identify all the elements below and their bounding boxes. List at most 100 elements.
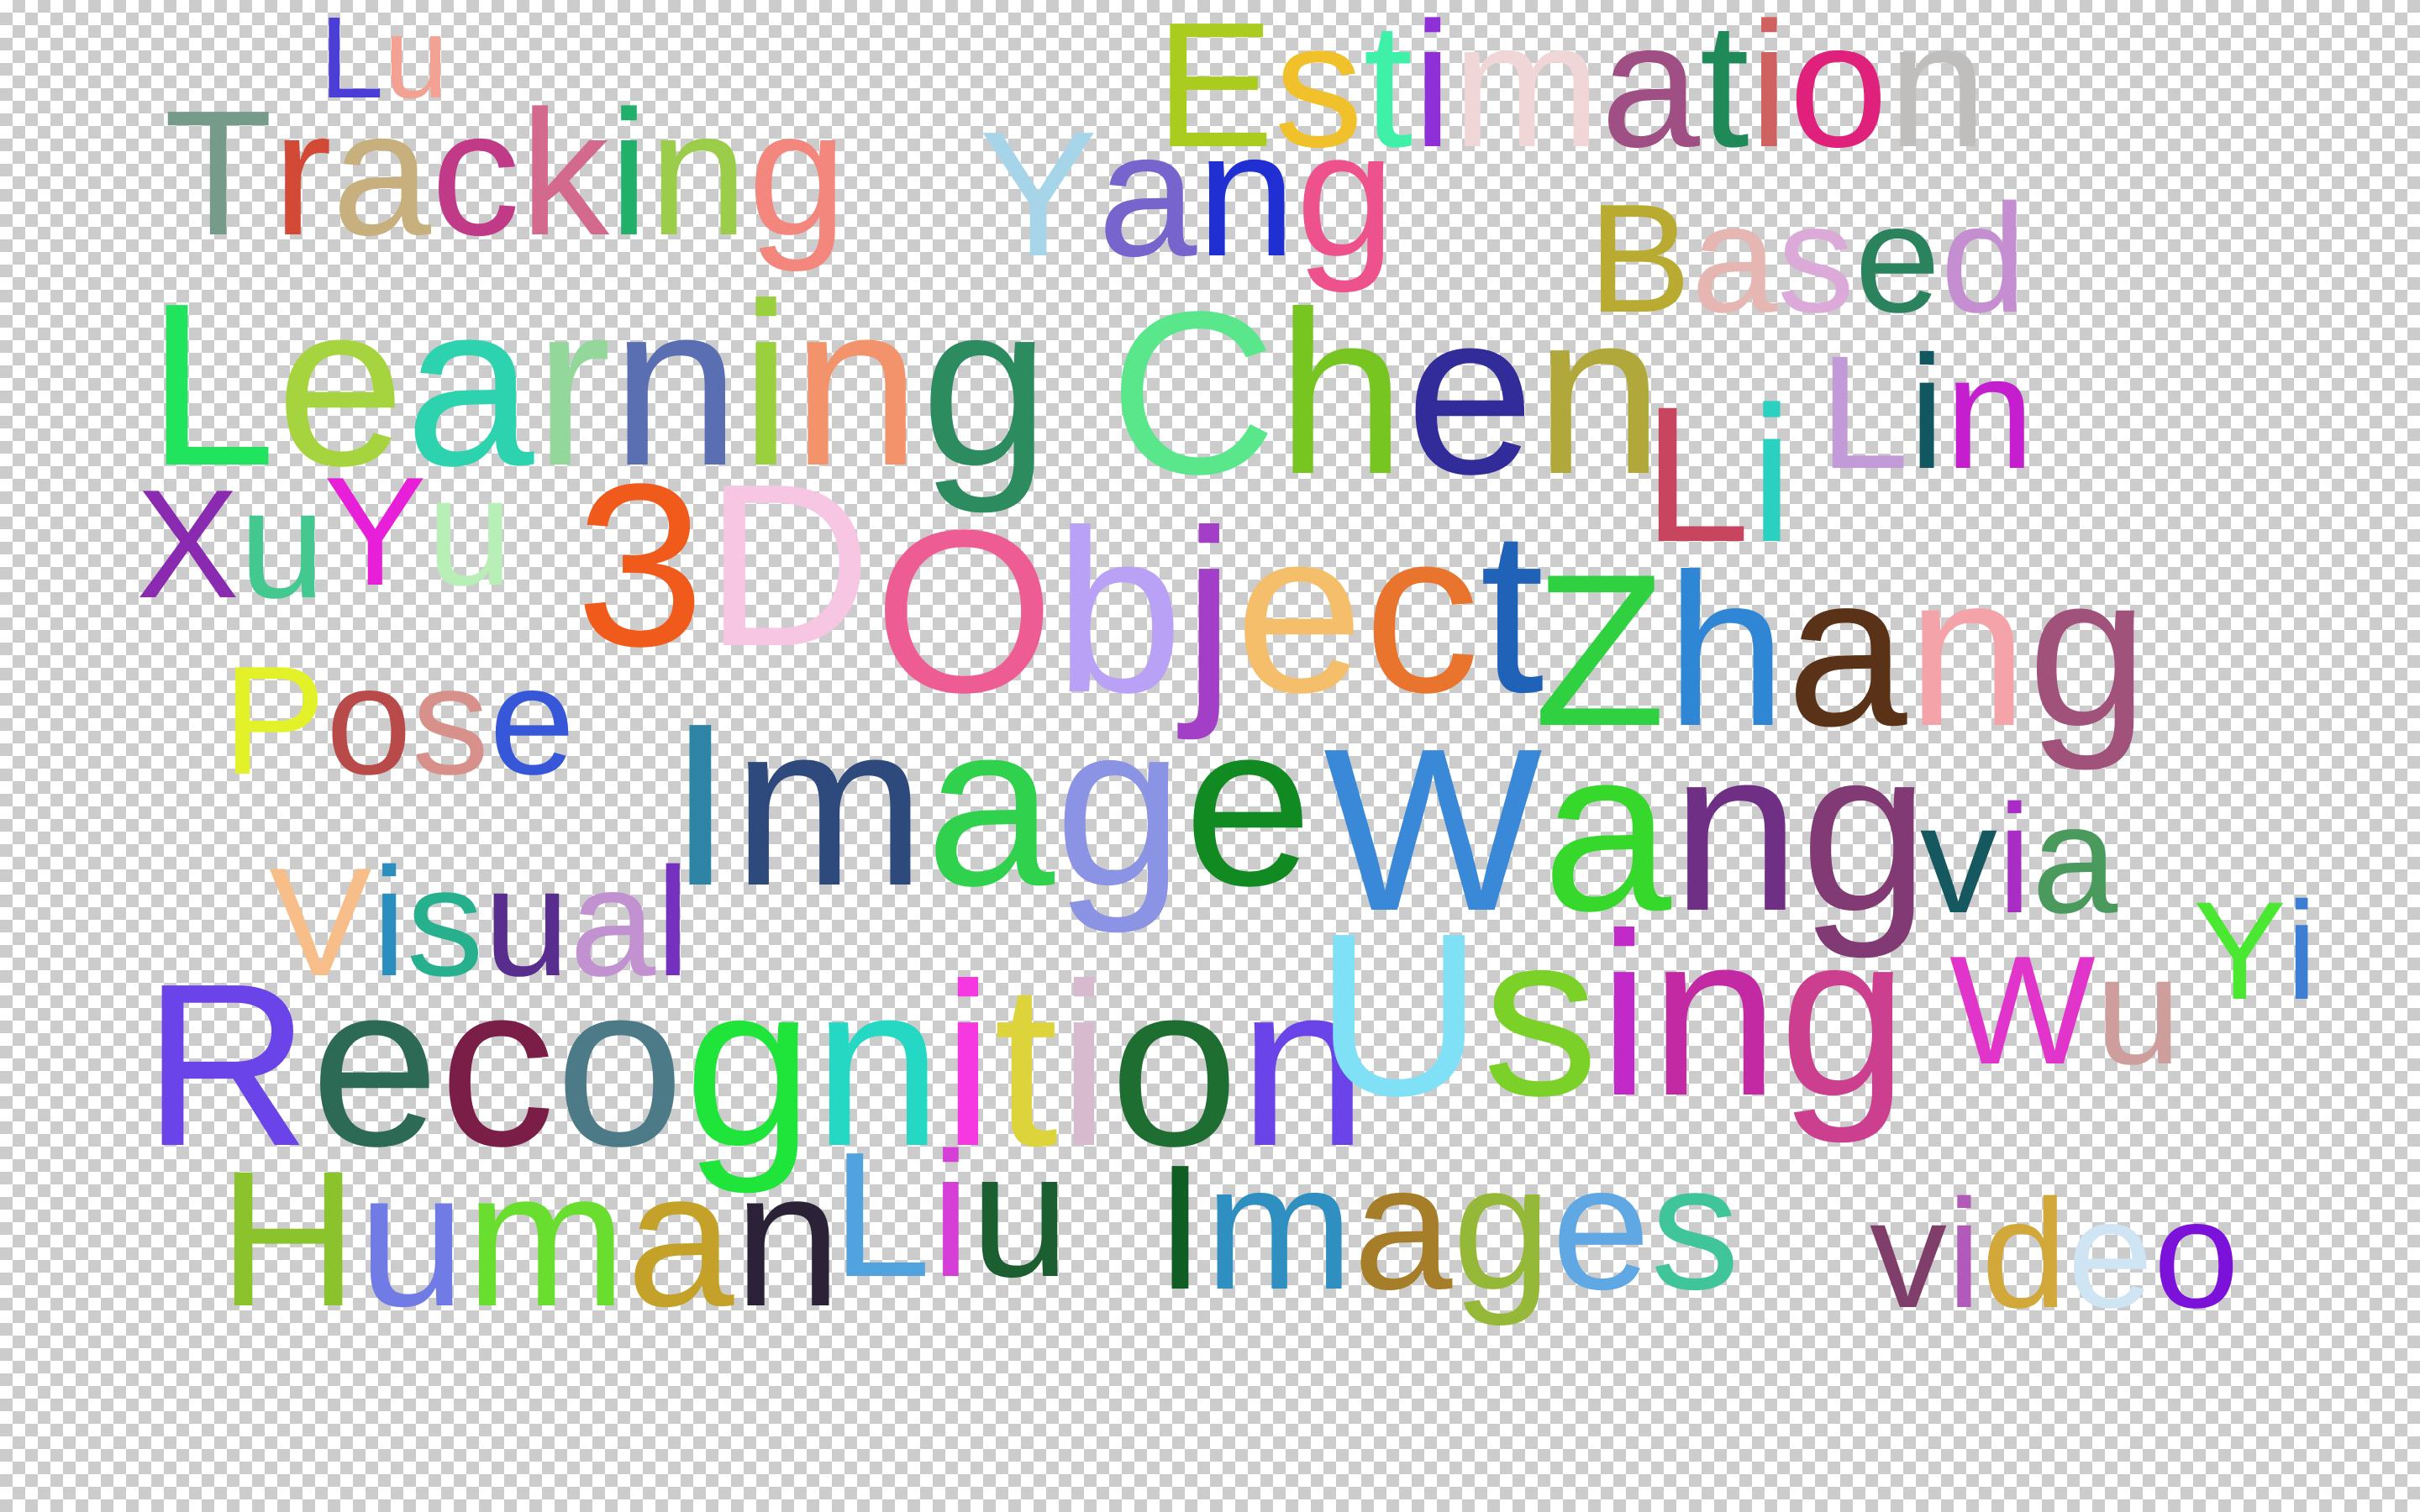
word-letter: a <box>1601 0 1700 184</box>
word-images: Images <box>1155 1138 1739 1316</box>
word-lu: Lu <box>319 0 449 116</box>
word-lin: Lin <box>1819 332 2034 493</box>
word-letter: u <box>971 1115 1070 1314</box>
word-letter: g <box>2028 528 2149 771</box>
word-letter: i <box>1947 1167 1981 1340</box>
word-letter: e <box>2067 1167 2154 1340</box>
word-letter: I <box>1155 1127 1205 1326</box>
word-letter: g <box>1055 675 1184 934</box>
word-letter: g <box>920 255 1050 514</box>
word-letter: Y <box>979 94 1098 293</box>
word-letter: a <box>1691 171 1778 344</box>
word-using: Using <box>1315 899 1908 1131</box>
word-letter: e <box>1234 482 1365 741</box>
word-letter: e <box>310 936 439 1194</box>
word-letter: m <box>732 675 926 934</box>
word-letter: t <box>993 936 1059 1194</box>
word-letter: a <box>332 73 432 272</box>
word-letter: V <box>269 835 372 1008</box>
word-letter: g <box>1800 701 1930 959</box>
word-letter: v <box>1870 1167 1947 1340</box>
word-letter: i <box>1749 366 1794 582</box>
word-letter: e <box>1183 675 1313 934</box>
word-letter: c <box>431 73 521 272</box>
word-letter: e <box>1405 264 1535 522</box>
word-wang: Wang <box>1323 714 1929 946</box>
word-tracking: Tracking <box>164 84 847 262</box>
word-letter: u <box>383 0 449 123</box>
word-letter: P <box>223 633 326 806</box>
word-letter: g <box>748 73 847 272</box>
word-recognition: Recognition <box>143 949 1368 1181</box>
word-letter: a <box>2031 772 2118 945</box>
word-video: video <box>1870 1176 2239 1331</box>
word-letter: s <box>1777 171 1855 344</box>
word-letter: W <box>1949 923 2096 1096</box>
word-letter: n <box>792 255 921 514</box>
word-letter: 3 <box>576 436 705 695</box>
word-letter: g <box>1452 1127 1552 1326</box>
word-letter: r <box>534 255 612 514</box>
word-human: Human <box>218 1142 841 1336</box>
word-letter: n <box>1907 528 2028 771</box>
word-letter: i <box>739 255 792 514</box>
word-letter: W <box>1323 701 1543 959</box>
word-letter: u <box>358 1131 466 1347</box>
word-letter: I <box>668 675 733 934</box>
word-letter: m <box>1204 1127 1354 1326</box>
word-letter: a <box>1353 1127 1453 1326</box>
word-letter: c <box>439 936 555 1194</box>
word-letter: n <box>1197 94 1297 293</box>
word-letter: n <box>1944 322 2035 502</box>
word-zhang: Zhang <box>1534 542 2149 759</box>
word-letter: t <box>1480 482 1544 741</box>
word-letter: n <box>1671 701 1801 959</box>
word-letter: R <box>143 936 311 1194</box>
word-letter: e <box>489 633 576 806</box>
word-letter: j <box>1183 482 1235 741</box>
word-letter: l <box>655 835 691 1008</box>
word-letter: u <box>426 444 513 617</box>
word-letter: n <box>734 1131 842 1347</box>
word-letter: t <box>1363 0 1413 184</box>
word-image: Image <box>668 689 1313 921</box>
word-li: Li <box>1643 378 1793 571</box>
word-letter: u <box>2095 923 2182 1096</box>
word-letter: L <box>1643 366 1750 582</box>
word-letter: a <box>1097 94 1197 293</box>
word-letter: a <box>925 675 1055 934</box>
word-letter: g <box>684 936 813 1194</box>
word-letter: n <box>1239 936 1368 1194</box>
word-letter: L <box>147 255 276 514</box>
word-letter: o <box>2153 1167 2239 1340</box>
word-letter: i <box>942 936 994 1194</box>
word-pose: Pose <box>223 643 575 797</box>
word-letter: H <box>218 1131 359 1347</box>
word-letter: i <box>371 835 407 1008</box>
word-letter: i <box>1749 0 1789 184</box>
word-letter: L <box>832 1115 931 1314</box>
word-letter: s <box>1274 0 1364 184</box>
word-chen: Chen <box>1109 277 1664 509</box>
word-letter: i <box>1058 936 1110 1194</box>
word-learning: Learning <box>147 269 1050 501</box>
word-letter: O <box>874 482 1055 741</box>
word-letter: Y <box>324 444 427 617</box>
word-letter: s <box>406 835 484 1008</box>
word-3d: 3D <box>576 449 872 681</box>
word-letter: B <box>1588 171 1691 344</box>
word-letter: d <box>1981 1167 2068 1340</box>
word-estimation: Estimation <box>1155 0 1987 174</box>
word-letter: u <box>239 457 326 630</box>
word-letter: n <box>813 936 943 1194</box>
word-letter: o <box>555 936 685 1194</box>
word-letter: m <box>1452 0 1602 184</box>
word-letter: i <box>1997 772 2032 945</box>
word-xu: Xu <box>136 466 325 621</box>
word-letter: a <box>626 1131 734 1347</box>
word-letter: Y <box>2193 874 2286 1029</box>
word-letter: n <box>1887 0 1987 184</box>
word-letter: s <box>412 633 490 806</box>
word-yang: Yang <box>979 105 1395 283</box>
